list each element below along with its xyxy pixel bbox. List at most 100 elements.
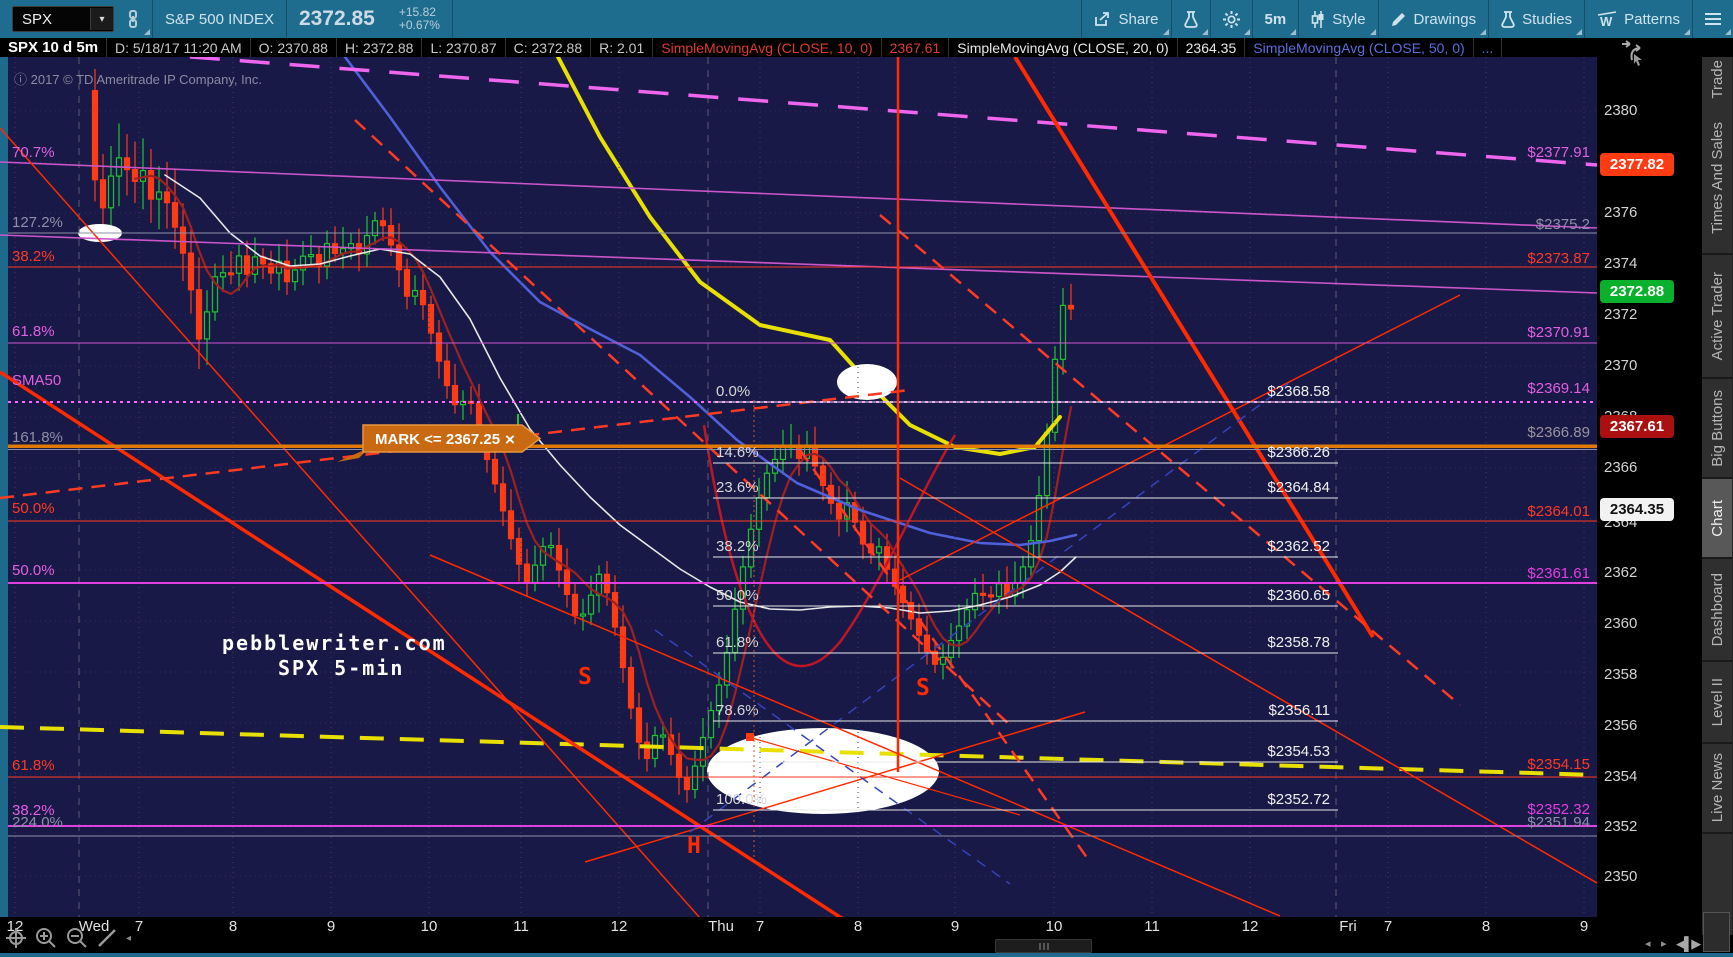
study-field[interactable]: 2367.61 bbox=[882, 38, 950, 57]
analyze-button[interactable] bbox=[1172, 0, 1210, 38]
divider bbox=[152, 0, 153, 38]
pencil-icon bbox=[1391, 11, 1407, 27]
sidebar-tab-chart[interactable]: Chart bbox=[1702, 479, 1732, 559]
x-axis-label: 12 bbox=[1241, 918, 1259, 935]
study-field[interactable]: C: 2372.88 bbox=[506, 38, 592, 57]
level-percent-label: 161.8% bbox=[12, 429, 63, 446]
menu-icon[interactable] bbox=[1693, 0, 1733, 38]
change-value: +15.82 bbox=[398, 5, 436, 19]
pan-crosshair-icon[interactable] bbox=[6, 928, 26, 948]
study-field[interactable]: SPX 10 d 5m bbox=[0, 38, 108, 57]
beaker-icon bbox=[1183, 10, 1198, 28]
drawings-label: Drawings bbox=[1413, 10, 1477, 28]
level-price-label: $2377.91 bbox=[1527, 144, 1590, 161]
study-field[interactable]: SimpleMovingAvg (CLOSE, 50, 0) bbox=[1245, 38, 1474, 57]
symbol-input[interactable]: SPX ▾ bbox=[12, 6, 114, 32]
trendline bbox=[169, 57, 1597, 167]
sidebar-tab-active-trader[interactable]: Active Trader bbox=[1702, 255, 1732, 379]
price-axis[interactable]: 2380237623742372237023682366236423622360… bbox=[1597, 57, 1702, 957]
zoom-in-icon[interactable] bbox=[35, 927, 57, 949]
patterns-label: Patterns bbox=[1624, 10, 1680, 28]
x-axis-label: 9 bbox=[326, 918, 336, 935]
style-button[interactable]: Style bbox=[1299, 0, 1377, 38]
time-axis[interactable]: 12 Wed 7 8 9 10 11 12 Thu 7 8 9 10 11 12 Fri 7 8 9 bbox=[0, 917, 1597, 935]
study-field[interactable]: D: 5/18/17 11:20 AM bbox=[107, 38, 251, 57]
horizontal-scrollbar[interactable] bbox=[995, 939, 1092, 953]
patterns-icon: W bbox=[1597, 11, 1617, 27]
mark-alert-tag[interactable] bbox=[362, 424, 542, 453]
drawing-handle bbox=[746, 733, 754, 741]
divider bbox=[1170, 0, 1172, 38]
timeframe-button[interactable]: 5m bbox=[1253, 0, 1299, 38]
collapse-arrow-icon[interactable]: ◂ bbox=[126, 932, 132, 944]
zoom-out-icon[interactable] bbox=[66, 927, 88, 949]
gadget-tab-strip: Trade Times And Sales Active Trader Big But… bbox=[1702, 57, 1733, 937]
study-field[interactable]: SimpleMovingAvg (CLOSE, 10, 0) bbox=[653, 38, 882, 57]
study-field[interactable]: ... bbox=[1474, 38, 1503, 57]
divider bbox=[451, 0, 453, 38]
level-percent-label: 61.8% bbox=[12, 757, 55, 774]
y-axis-tick: 2350 bbox=[1604, 868, 1638, 885]
fib-price-label: $2352.72 bbox=[1267, 791, 1330, 808]
studies-label: Studies bbox=[1522, 10, 1573, 28]
trendline bbox=[429, 554, 1281, 917]
studies-button[interactable]: Studies bbox=[1489, 0, 1584, 38]
study-field[interactable]: L: 2370.87 bbox=[422, 38, 506, 57]
style-icon bbox=[1311, 10, 1325, 28]
trendline bbox=[0, 127, 701, 917]
sidebar-tab-level-ii[interactable]: Level II bbox=[1702, 662, 1732, 744]
study-field[interactable]: R: 2.01 bbox=[591, 38, 654, 57]
price-change: +15.82 +0.67% bbox=[387, 0, 452, 38]
level-price-label: $2366.89 bbox=[1527, 424, 1590, 441]
study-field[interactable]: O: 2370.88 bbox=[251, 38, 337, 57]
arc-drawing bbox=[702, 424, 957, 668]
studies-bar: SPX 10 d 5m D: 5/18/17 11:20 AM O: 2370.88… bbox=[0, 38, 1733, 57]
scroll-right-icon[interactable]: ▸ bbox=[1661, 938, 1667, 950]
sidebar-tab-trade[interactable]: Trade bbox=[1702, 57, 1732, 104]
share-button[interactable]: Share bbox=[1082, 0, 1170, 38]
study-field[interactable]: 2364.35 bbox=[1178, 38, 1246, 57]
trendline bbox=[899, 477, 1597, 884]
trendline bbox=[0, 161, 1597, 229]
study-field[interactable]: SimpleMovingAvg (CLOSE, 20, 0) bbox=[949, 38, 1178, 57]
price-chart[interactable]: 0.0% $2368.58 14.6% $2366.26 23.6% $2364.84 38… bbox=[0, 57, 1597, 917]
level-price-label: $2369.14 bbox=[1527, 380, 1590, 397]
study-field[interactable]: H: 2372.88 bbox=[337, 38, 423, 57]
svg-text:W: W bbox=[1600, 14, 1613, 27]
chevron-down-icon[interactable]: ▾ bbox=[90, 8, 113, 30]
scroll-left-icon[interactable]: ◂ bbox=[1645, 938, 1651, 950]
toolbar-buttons: Share 5m Style Drawings Studies W Patterns bbox=[1081, 0, 1692, 38]
fib-percent-label: 50.0% bbox=[716, 587, 759, 604]
level-percent-label: 38.2% bbox=[12, 248, 55, 265]
corner-resize-widget[interactable] bbox=[1703, 912, 1730, 952]
sidebar-tab-live-news[interactable]: Live News bbox=[1702, 744, 1732, 834]
sidebar-tab-times-and-sales[interactable]: Times And Sales bbox=[1702, 102, 1732, 255]
settings-button[interactable] bbox=[1211, 0, 1252, 38]
scroll-grip-icon[interactable]: ◀▌▶ bbox=[1676, 936, 1701, 951]
fib-percent-label: 14.6% bbox=[716, 444, 759, 461]
trendline bbox=[0, 388, 911, 500]
sidebar-tab-big-buttons[interactable]: Big Buttons bbox=[1702, 379, 1732, 479]
y-axis-tick: 2376 bbox=[1604, 204, 1638, 221]
drawings-button[interactable]: Drawings bbox=[1379, 0, 1489, 38]
share-label: Share bbox=[1118, 10, 1159, 28]
chart-area[interactable]: 0.0% $2368.58 14.6% $2366.26 23.6% $2364.84 38… bbox=[0, 57, 1597, 917]
fib-price-label: $2366.26 bbox=[1267, 444, 1330, 461]
cursor-mode-icon[interactable] bbox=[1620, 40, 1648, 71]
line-tool-icon[interactable] bbox=[97, 928, 117, 948]
link-channel-icon[interactable] bbox=[114, 0, 152, 38]
patterns-button[interactable]: W Patterns bbox=[1585, 0, 1692, 38]
x-axis-label: 9 bbox=[1579, 918, 1589, 935]
sidebar-tab-dashboard[interactable]: Dashboard bbox=[1702, 559, 1732, 662]
x-axis-label: 12 bbox=[6, 918, 24, 935]
x-axis-label: 7 bbox=[134, 918, 144, 935]
level-percent-label: 224.0% bbox=[12, 814, 63, 831]
level-price-label: $2361.61 bbox=[1527, 565, 1590, 582]
y-axis-tick: 2370 bbox=[1604, 357, 1638, 374]
symbol-description: S&P 500 INDEX bbox=[165, 10, 274, 28]
y-axis-tick: 2356 bbox=[1604, 717, 1638, 734]
close-icon[interactable]: × bbox=[505, 430, 515, 449]
level-percent-label: 38.2% bbox=[12, 802, 55, 819]
divider bbox=[285, 0, 287, 38]
